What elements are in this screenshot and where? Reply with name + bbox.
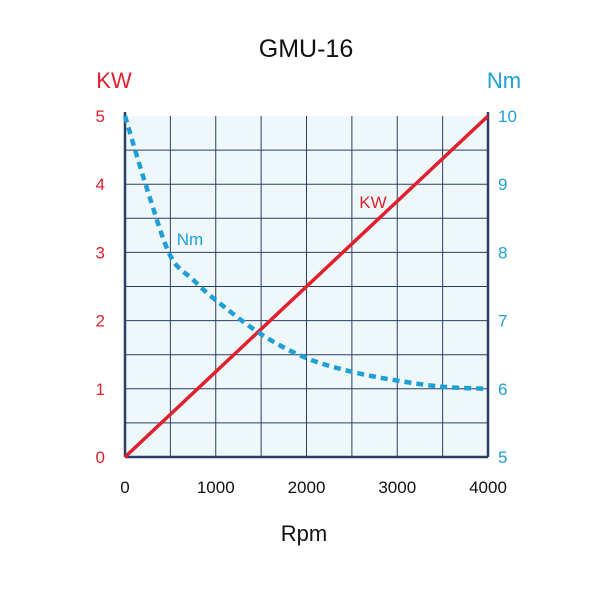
right-tick-label: 10 <box>498 107 517 126</box>
right-tick-label: 9 <box>498 175 507 194</box>
left-tick-label: 2 <box>96 312 105 331</box>
right-tick-label: 8 <box>498 243 507 262</box>
left-tick-label: 3 <box>96 243 105 262</box>
series-line-kw <box>123 114 490 459</box>
series-annotations: KW Nm <box>177 193 387 249</box>
plot-frame <box>123 112 490 459</box>
left-tick-label: 0 <box>96 448 105 467</box>
chart-title: GMU-16 <box>259 35 353 63</box>
x-tick-label: 1000 <box>197 478 235 497</box>
x-tick-label: 0 <box>120 478 129 497</box>
grid <box>125 116 488 457</box>
x-tick-label: 3000 <box>378 478 416 497</box>
tick-labels: 0 1 2 3 4 5 5 6 7 8 9 10 0 1000 2000 3000 4000 <box>96 107 517 497</box>
left-tick-label: 4 <box>96 175 105 194</box>
x-tick-label: 2000 <box>288 478 326 497</box>
series-group <box>122 114 490 459</box>
right-tick-label: 7 <box>498 312 507 331</box>
left-tick-label: 5 <box>96 107 105 126</box>
series-line-nm <box>122 115 489 392</box>
x-axis-label: Rpm <box>281 521 327 546</box>
series-label-nm: Nm <box>177 230 203 249</box>
x-tick-label: 4000 <box>469 478 507 497</box>
left-tick-label: 1 <box>96 380 105 399</box>
right-tick-label: 6 <box>498 380 507 399</box>
right-tick-label: 5 <box>498 448 507 467</box>
right-axis-unit: Nm <box>487 68 521 93</box>
series-label-kw: KW <box>359 193 386 212</box>
left-axis-unit: KW <box>96 68 132 93</box>
